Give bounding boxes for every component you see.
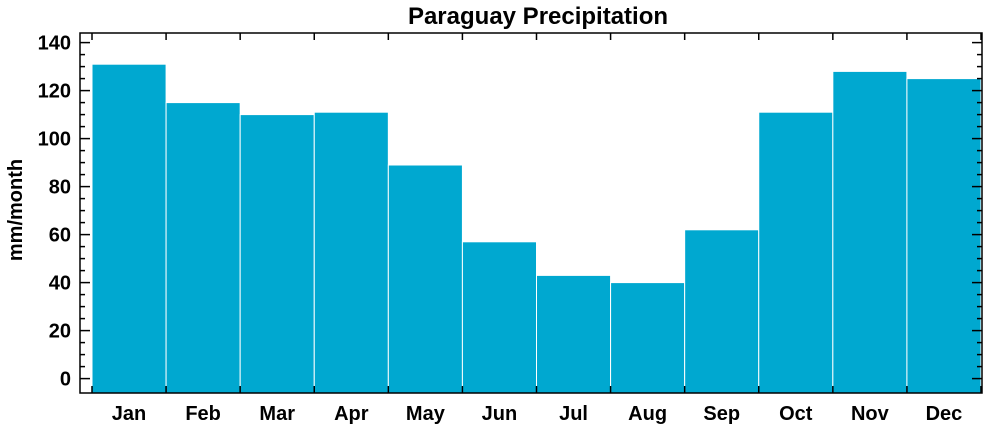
plot-frame [79,32,983,394]
x-tick-label-nov: Nov [851,403,890,425]
x-tick-label-jan: Jan [112,403,146,425]
y-tick-label-120: 120 [38,81,71,103]
x-tick-label-feb: Feb [185,403,221,425]
bar-feb [165,102,241,394]
chart-title: Paraguay Precipitation [408,3,668,30]
y-tick-label-0: 0 [60,369,71,391]
x-tick-label-sep: Sep [703,403,740,425]
y-tick-label-40: 40 [49,273,71,295]
x-tick-label-mar: Mar [259,403,295,425]
x-category-labels: Jan Feb Mar Apr May Jun Jul Aug Sep Oct Nov Dec [112,403,963,425]
y-axis-label: mm/month [5,159,27,261]
bar-mar [239,114,315,394]
bar-jan [91,63,167,394]
y-tick-label-20: 20 [49,321,71,343]
bar-nov [832,70,908,394]
y-tick-label-60: 60 [49,225,71,247]
bar-jun [461,241,537,394]
bar-dec [906,78,982,394]
x-tick-label-apr: Apr [334,403,369,425]
bars-group [91,63,982,394]
bar-apr [313,111,389,394]
y-tick-label-80: 80 [49,177,71,199]
bar-jul [536,274,612,394]
bar-may [387,164,463,394]
bar-oct [758,111,834,394]
x-tick-label-may: May [406,403,446,425]
bar-sep [684,229,760,394]
x-tick-label-jun: Jun [482,403,518,425]
axis-ticks [80,33,982,393]
y-tick-label-100: 100 [38,129,71,151]
x-tick-label-oct: Oct [779,403,813,425]
x-tick-label-aug: Aug [628,403,667,425]
x-tick-label-dec: Dec [926,403,963,425]
y-tick-label-140: 140 [38,33,71,55]
bar-aug [610,282,686,394]
y-tick-labels: 0 20 40 60 80 100 120 140 [38,33,71,391]
x-tick-label-jul: Jul [559,403,588,425]
